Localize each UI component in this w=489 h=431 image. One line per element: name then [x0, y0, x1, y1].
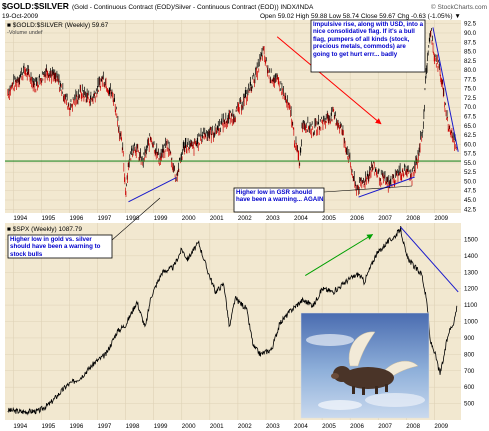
gsr-legend: ■ $GOLD:$SILVER (Weekly) 59.67 — [7, 22, 109, 29]
annotation-top-right-text: Impulsive rise, along with USD, into a n… — [313, 21, 424, 58]
annotation-top-right: Impulsive rise, along with USD, into a n… — [310, 19, 426, 73]
y-tick-label: 82.5 — [464, 58, 477, 65]
y-tick-label: 62.5 — [464, 132, 477, 139]
x-tick-label: 1998 — [126, 423, 140, 430]
x-tick-label: 1997 — [98, 423, 112, 430]
annotation-gold-silver-low: Higher low in gold vs. silver should hav… — [7, 197, 161, 259]
x-tick-label: 2002 — [238, 215, 252, 222]
y-tick-label: 77.5 — [464, 76, 477, 83]
y-tick-label: 65.0 — [464, 123, 477, 130]
x-tick-label: 2004 — [294, 423, 308, 430]
y-tick-label: 75.0 — [464, 86, 477, 93]
gsr-trendline — [276, 36, 382, 125]
gsr-trendline — [358, 176, 415, 198]
y-tick-label: 1500 — [464, 236, 478, 243]
gsr-trendline — [432, 27, 459, 152]
x-tick-label: 1999 — [154, 423, 168, 430]
x-tick-label: 2003 — [266, 423, 280, 430]
x-tick-label: 2007 — [378, 423, 392, 430]
y-tick-label: 67.5 — [464, 114, 477, 121]
y-tick-label: 92.5 — [464, 21, 477, 28]
x-tick-label: 2001 — [210, 215, 224, 222]
y-tick-label: 1000 — [464, 319, 478, 326]
y-tick-label: 90.0 — [464, 30, 477, 37]
y-tick-label: 52.5 — [464, 169, 477, 176]
y-tick-label: 1200 — [464, 286, 478, 293]
x-tick-label: 2008 — [406, 215, 420, 222]
annotation-gsr-low-text: Higher low in GSR should have been a war… — [236, 189, 324, 204]
x-tick-label: 2008 — [406, 423, 420, 430]
x-tick-label: 2001 — [210, 423, 224, 430]
y-tick-label: 87.5 — [464, 39, 477, 46]
y-tick-label: 900 — [464, 335, 475, 342]
x-tick-label: 2009 — [434, 423, 448, 430]
gsr-trendline — [128, 177, 177, 203]
y-tick-label: 600 — [464, 384, 475, 391]
x-tick-label: 1997 — [98, 215, 112, 222]
y-tick-label: 80.0 — [464, 67, 477, 74]
gsr-trendlines — [5, 27, 461, 203]
chart-subtitle: (Gold - Continuous Contract (EOD)/Silver… — [72, 4, 314, 11]
x-tick-label: 1996 — [70, 423, 84, 430]
y-tick-label: 85.0 — [464, 49, 477, 56]
y-tick-label: 800 — [464, 351, 475, 358]
x-tick-label: 2000 — [182, 215, 196, 222]
gsr-x-axis: 1994 1995 1996 1997 1998 1999 2000 2001 2002 2003… — [13, 215, 448, 222]
y-tick-label: 1100 — [464, 302, 478, 309]
x-tick-label: 1995 — [41, 423, 55, 430]
x-tick-label: 1998 — [126, 215, 140, 222]
spx-legend: ■ $SPX (Weekly) 1087.79 — [7, 226, 82, 233]
y-tick-label: 1400 — [464, 253, 478, 260]
gsr-y-axis: 42.5 45.0 47.5 50.0 52.5 55.0 57.5 60.0 62.5 65.0… — [464, 21, 477, 214]
x-tick-label: 2007 — [378, 215, 392, 222]
x-tick-label: 1999 — [154, 215, 168, 222]
x-tick-label: 2006 — [350, 215, 364, 222]
flying-pig-photo — [300, 312, 430, 419]
x-tick-label: 1994 — [13, 423, 27, 430]
x-tick-label: 2000 — [182, 423, 196, 430]
y-tick-label: 700 — [464, 368, 475, 375]
spx-price-line — [7, 225, 458, 416]
stats-line: Open 59.02 High 59.88 Low 58.74 Close 59… — [260, 13, 461, 20]
x-tick-label: 1995 — [41, 215, 55, 222]
x-tick-label: 1994 — [13, 215, 27, 222]
y-tick-label: 45.0 — [464, 197, 477, 204]
y-tick-label: 55.0 — [464, 160, 477, 167]
spx-trendline — [400, 226, 459, 293]
spx-x-axis: 1994 1995 1996 1997 1998 1999 2000 2001 2002 2003… — [13, 423, 448, 430]
y-tick-label: 57.5 — [464, 151, 477, 158]
y-tick-label: 500 — [464, 401, 475, 408]
copyright-text: © StockCharts.com — [431, 3, 487, 11]
annotation-gold-silver-low-text: Higher low in gold vs. silver should hav… — [10, 236, 101, 258]
x-tick-label: 1996 — [70, 215, 84, 222]
x-tick-label: 2009 — [434, 215, 448, 222]
y-tick-label: 42.5 — [464, 206, 477, 213]
x-tick-label: 2002 — [238, 423, 252, 430]
y-tick-label: 47.5 — [464, 188, 477, 195]
x-tick-label: 2004 — [294, 215, 308, 222]
y-tick-label: 50.0 — [464, 178, 477, 185]
spx-trendline — [304, 234, 374, 276]
x-tick-label: 2005 — [322, 423, 336, 430]
chart-title: $GOLD:$SILVER — [2, 1, 69, 11]
y-tick-label: 70.0 — [464, 104, 477, 111]
annotation-gsr-low: Higher low in GSR should have been a war… — [233, 185, 413, 213]
spx-trendlines — [304, 226, 459, 293]
spx-y-axis: 500 600 700 800 900 1000 1100 1200 1300 1400 1500 — [464, 236, 478, 407]
x-axis-band-1 — [5, 213, 461, 223]
x-tick-label: 2005 — [322, 215, 336, 222]
y-tick-label: 1300 — [464, 269, 478, 276]
x-tick-label: 2006 — [350, 423, 364, 430]
x-tick-label: 2003 — [266, 215, 280, 222]
gsr-volume-note: -Volume undef — [7, 30, 43, 36]
y-tick-label: 60.0 — [464, 141, 477, 148]
y-tick-label: 72.5 — [464, 95, 477, 102]
chart-date: 19-Oct-2009 — [2, 13, 39, 20]
gsr-price-bars — [7, 27, 458, 197]
